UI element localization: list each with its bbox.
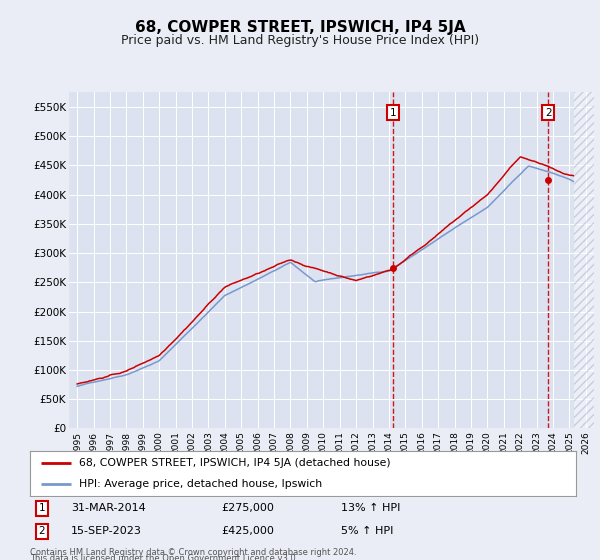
Text: 1: 1 [38, 503, 46, 514]
HPI: Average price, detached house, Ipswich: (2e+03, 8.73e+04): Average price, detached house, Ipswich: … [112, 374, 119, 381]
68, COWPER STREET, IPSWICH, IP4 5JA (detached house) [74, 381, 81, 388]
Text: 5% ↑ HPI: 5% ↑ HPI [341, 526, 394, 536]
Line: HPI: Average price, detached house, Ipswich: HPI: Average price, detached house, Ipsw… [77, 166, 573, 386]
Text: 31-MAR-2014: 31-MAR-2014 [71, 503, 146, 514]
68, COWPER STREET, IPSWICH, IP4 5JA (detached house) [529, 158, 536, 165]
Text: 1: 1 [390, 108, 397, 118]
68, COWPER STREET, IPSWICH, IP4 5JA (detached house) [418, 244, 425, 251]
Text: 2: 2 [545, 108, 551, 118]
Text: HPI: Average price, detached house, Ipswich: HPI: Average price, detached house, Ipsw… [79, 478, 322, 488]
Text: 15-SEP-2023: 15-SEP-2023 [71, 526, 142, 536]
68, COWPER STREET, IPSWICH, IP4 5JA (detached house) [466, 205, 473, 212]
Text: This data is licensed under the Open Government Licence v3.0.: This data is licensed under the Open Gov… [30, 554, 298, 560]
Bar [574, 92, 600, 428]
HPI: Average price, detached house, Ipswich: (2.03e+03, 4.23e+05): Average price, detached house, Ipswich: … [569, 178, 577, 185]
HPI: Average price, detached house, Ipswich: (2.02e+03, 4.47e+05): Average price, detached house, Ipswich: … [529, 164, 536, 171]
HPI: Average price, detached house, Ipswich: (2.02e+03, 3.48e+05): Average price, detached house, Ipswich: … [456, 222, 463, 228]
68, COWPER STREET, IPSWICH, IP4 5JA (detached house) [456, 214, 463, 221]
Text: 68, COWPER STREET, IPSWICH, IP4 5JA: 68, COWPER STREET, IPSWICH, IP4 5JA [134, 20, 466, 35]
Text: 2: 2 [38, 526, 46, 536]
HPI: Average price, detached house, Ipswich: (2e+03, 7.2e+04): Average price, detached house, Ipswich: … [74, 383, 81, 390]
68, COWPER STREET, IPSWICH, IP4 5JA (detached house) [112, 371, 119, 377]
68, COWPER STREET, IPSWICH, IP4 5JA (detached house) [361, 274, 368, 281]
Text: £425,000: £425,000 [221, 526, 274, 536]
Text: £275,000: £275,000 [221, 503, 274, 514]
Line: 68, COWPER STREET, IPSWICH, IP4 5JA (detached house): 68, COWPER STREET, IPSWICH, IP4 5JA (det… [77, 157, 573, 384]
HPI: Average price, detached house, Ipswich: (2.01e+03, 2.64e+05): Average price, detached house, Ipswich: … [361, 271, 368, 278]
Text: Price paid vs. HM Land Registry's House Price Index (HPI): Price paid vs. HM Land Registry's House … [121, 34, 479, 46]
HPI: Average price, detached house, Ipswich: (2.02e+03, 3.05e+05): Average price, detached house, Ipswich: … [418, 246, 425, 253]
68, COWPER STREET, IPSWICH, IP4 5JA (detached house) [569, 172, 577, 179]
68, COWPER STREET, IPSWICH, IP4 5JA (detached house) [517, 153, 524, 160]
Text: 13% ↑ HPI: 13% ↑ HPI [341, 503, 401, 514]
Text: Contains HM Land Registry data © Crown copyright and database right 2024.: Contains HM Land Registry data © Crown c… [30, 548, 356, 557]
HPI: Average price, detached house, Ipswich: (2.02e+03, 3.59e+05): Average price, detached house, Ipswich: … [466, 215, 473, 222]
HPI: Average price, detached house, Ipswich: (2.02e+03, 4.49e+05): Average price, detached house, Ipswich: … [525, 163, 532, 170]
Text: 68, COWPER STREET, IPSWICH, IP4 5JA (detached house): 68, COWPER STREET, IPSWICH, IP4 5JA (det… [79, 458, 391, 468]
